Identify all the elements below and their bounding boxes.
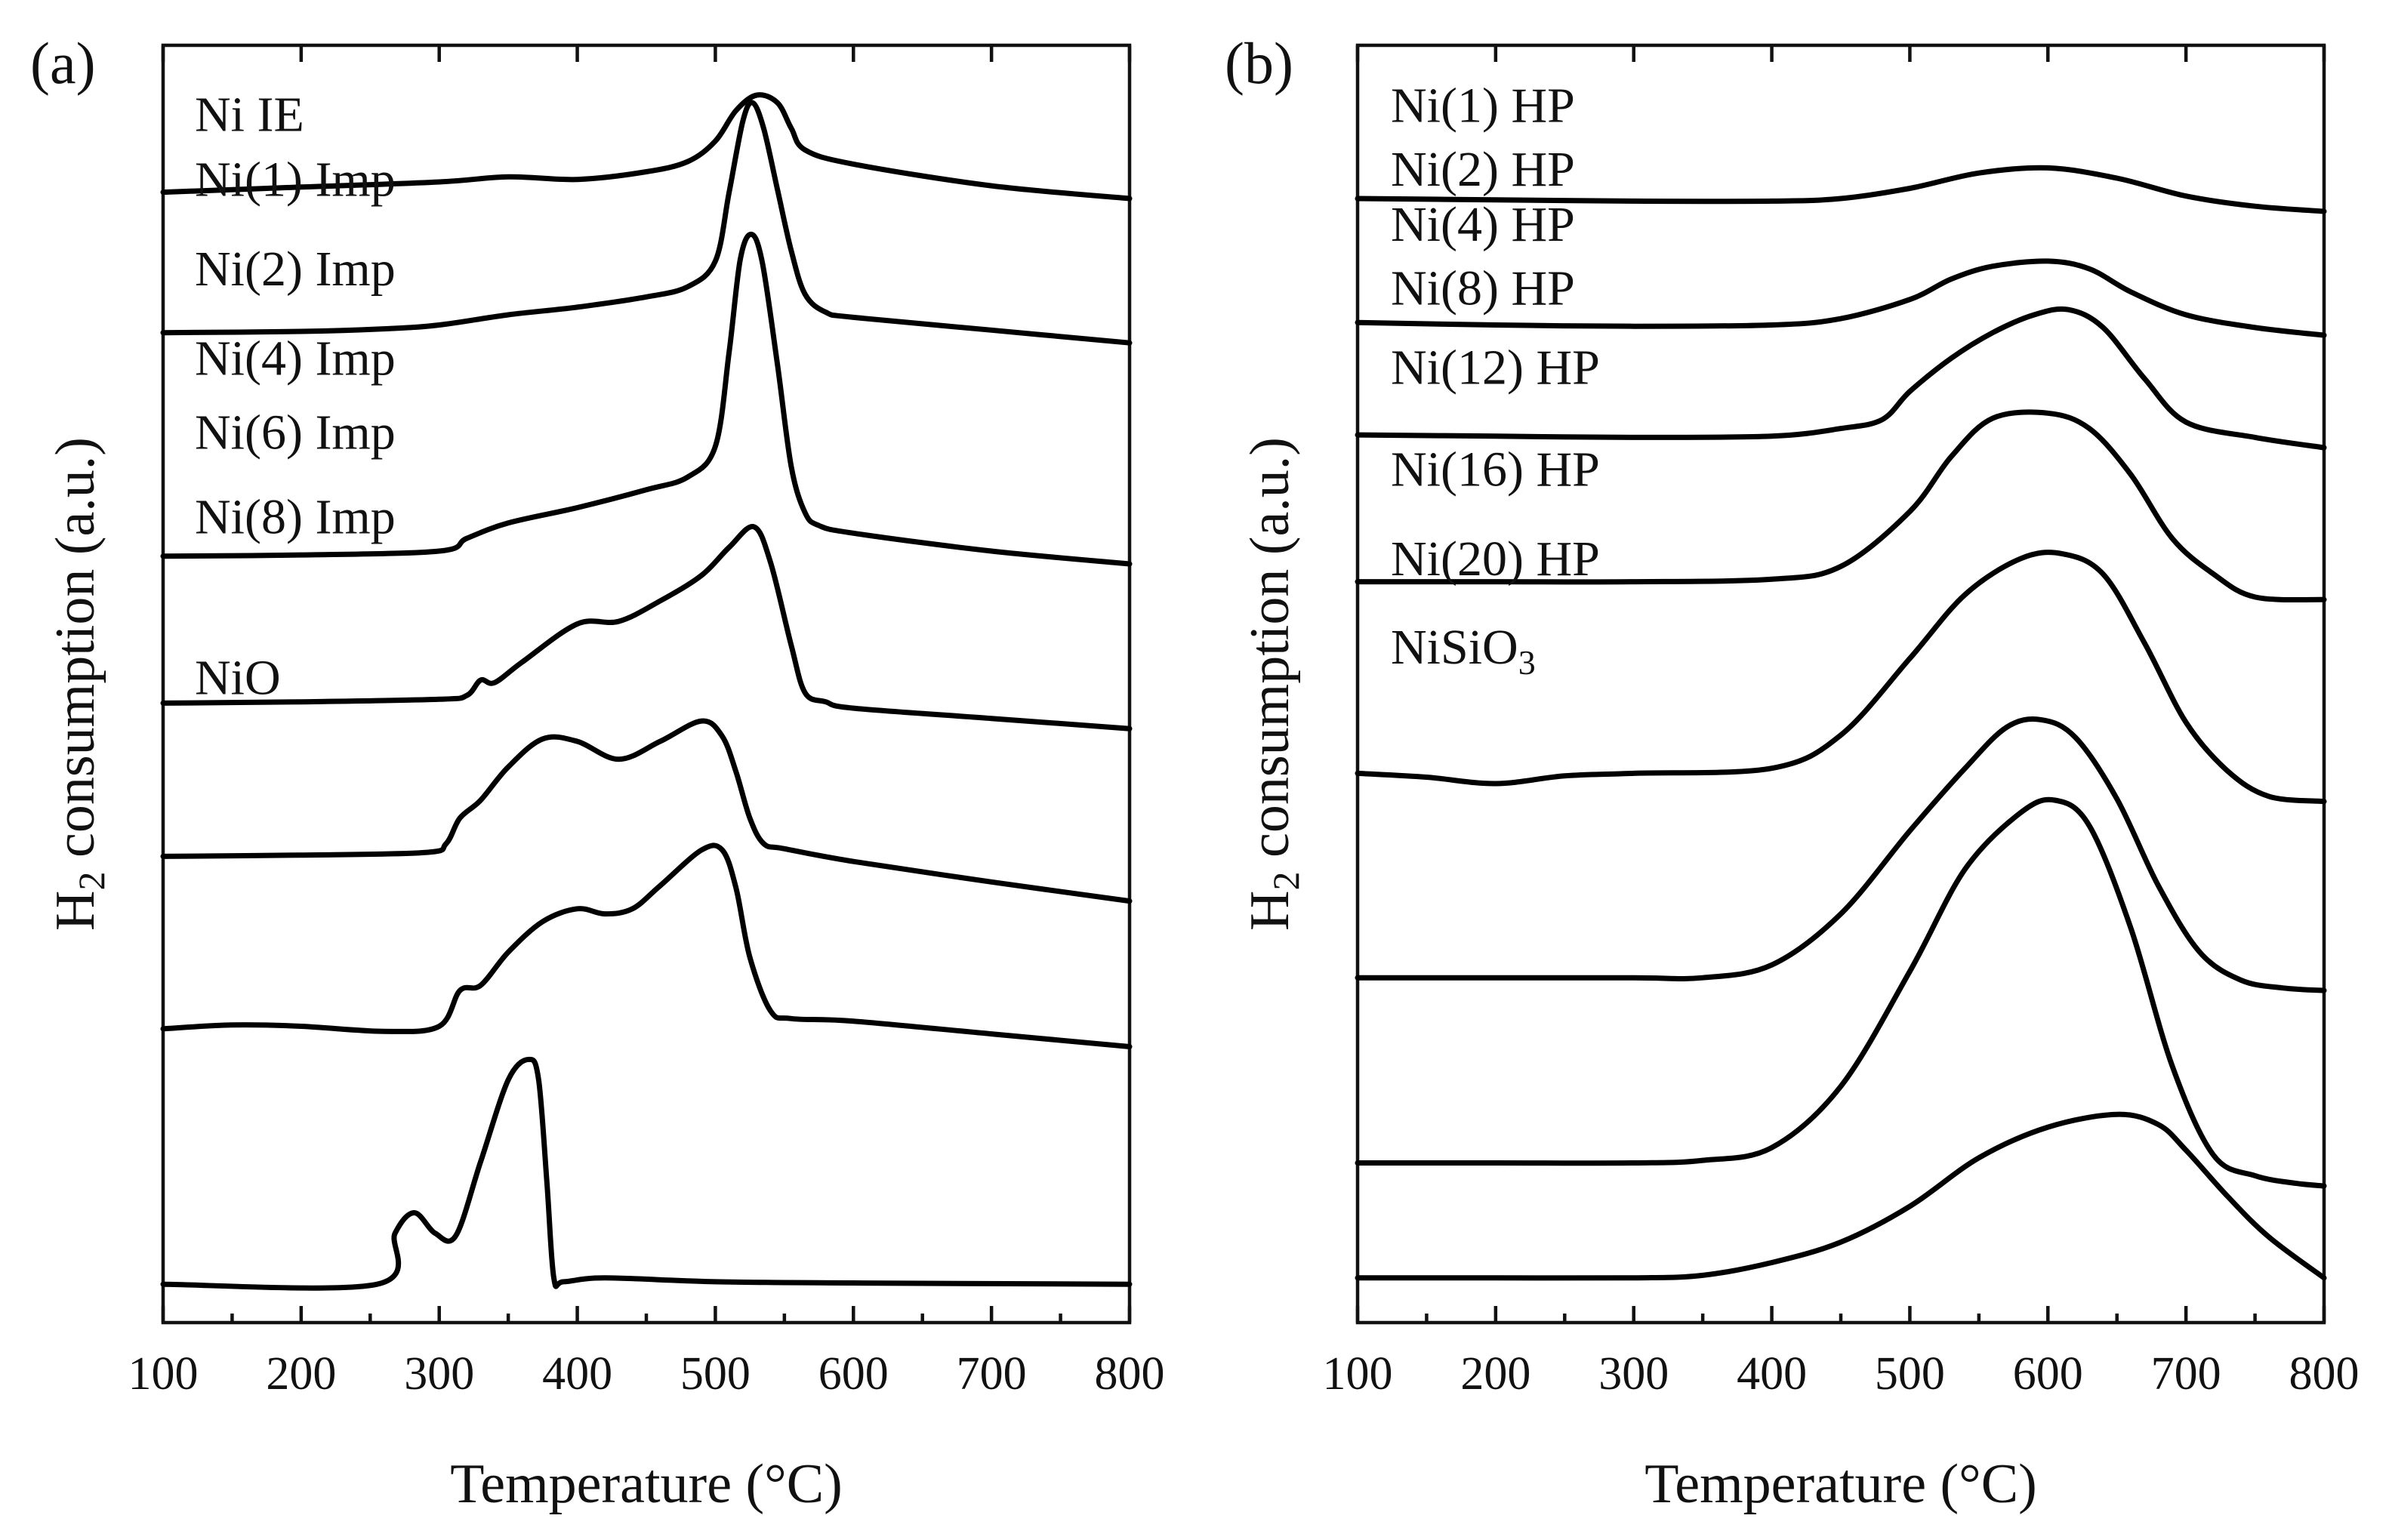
series-line-ni-16-hp <box>1355 716 2327 993</box>
x-tick-label: 200 <box>1460 1348 1530 1400</box>
series-line-nio <box>160 1056 1133 1291</box>
panel-b: (b) 100 200 300 400 500 600 700 800 Temperature (… <box>1225 30 2360 1515</box>
series-label: NiSiO3 <box>1391 620 1536 682</box>
y-axis-label-main: H <box>45 891 106 931</box>
series-label: Ni IE <box>195 87 304 142</box>
series-label: Ni(8) HP <box>1391 260 1575 316</box>
series-label: Ni(20) HP <box>1391 531 1600 587</box>
x-tick-label: 600 <box>2013 1348 2083 1400</box>
series-label-part: NiO <box>195 651 281 706</box>
x-tick-label: 300 <box>404 1348 474 1400</box>
series-line-ni-1-imp <box>160 100 1133 346</box>
series-label: Ni(1) Imp <box>195 152 396 208</box>
series-label: Ni(4) HP <box>1391 197 1575 252</box>
x-tick-label: 200 <box>266 1348 336 1400</box>
panel-label: (a) <box>30 30 96 96</box>
y-axis-label-main: H <box>1239 891 1301 931</box>
x-tick-label: 400 <box>542 1348 612 1400</box>
x-tick-label: 700 <box>957 1348 1027 1400</box>
x-tick-label: 100 <box>1323 1348 1393 1400</box>
series-label: Ni(6) Imp <box>195 405 396 460</box>
series-line-ni-20-hp <box>1355 796 2327 1189</box>
y-axis-label-rest: consumption (a.u.) <box>45 437 106 871</box>
series-label: Ni(2) HP <box>1391 142 1575 197</box>
series-line-ni-8-imp <box>160 842 1133 1049</box>
series-label-part: Ni(4) HP <box>1391 197 1575 252</box>
x-axis-label: Temperature (°C) <box>450 1453 843 1515</box>
plot-frame <box>161 43 1132 1325</box>
series-label: Ni(4) Imp <box>195 331 396 387</box>
x-tick-label: 100 <box>128 1348 199 1400</box>
series-line-ni-4-hp <box>1355 306 2327 451</box>
x-axis-label: Temperature (°C) <box>1644 1453 2037 1515</box>
series-line-ni-1-hp <box>1355 165 2327 214</box>
series-label-part: NiSiO <box>1391 620 1518 675</box>
series-line-nisio3 <box>1355 1111 2327 1281</box>
x-tick-label: 800 <box>2289 1348 2360 1400</box>
x-tick-label: 600 <box>818 1348 889 1400</box>
series-label: NiO <box>195 651 281 706</box>
series-label-part: Ni(4) Imp <box>195 331 396 387</box>
x-tick-label: 400 <box>1737 1348 1807 1400</box>
x-tick-label: 800 <box>1095 1348 1165 1400</box>
panel-a: (a) 100 200 300 400 500 600 700 800 Temperature (… <box>30 30 1165 1515</box>
series-label-part: Ni(12) HP <box>1391 340 1600 395</box>
y-axis-label: H2 consumption (a.u.) <box>45 437 113 931</box>
series-label: Ni(2) Imp <box>195 242 396 297</box>
panel-label: (b) <box>1225 30 1293 96</box>
y-axis-label-rest: consumption (a.u.) <box>1239 437 1301 871</box>
y-axis-label: H2 consumption (a.u.) <box>1239 437 1307 931</box>
x-tick-label: 500 <box>680 1348 751 1400</box>
series-label-part: Ni(8) HP <box>1391 260 1575 316</box>
series-label: Ni(8) Imp <box>195 489 396 544</box>
series-label: Ni(16) HP <box>1391 442 1600 497</box>
series-line-ni-2-hp <box>1355 258 2327 338</box>
series-label: Ni(1) HP <box>1391 79 1575 134</box>
series-label-part: Ni(8) Imp <box>195 489 396 544</box>
x-tick-label: 500 <box>1875 1348 1945 1400</box>
series-line-ni-2-imp <box>160 231 1133 567</box>
series-line-ni-8-hp <box>1355 409 2327 603</box>
y-axis-label-sub: 2 <box>1265 872 1307 891</box>
x-tick-label: 300 <box>1598 1348 1669 1400</box>
series-line-ni-4-imp <box>160 524 1133 732</box>
x-tick-label: 700 <box>2151 1348 2221 1400</box>
series-line-ni-6-imp <box>160 718 1133 904</box>
series-line-ni-ie <box>160 92 1133 202</box>
series-label-part: Ni(1) HP <box>1391 79 1575 134</box>
series-label-part: Ni(2) HP <box>1391 142 1575 197</box>
y-axis-label-sub: 2 <box>70 872 113 891</box>
series-label-part: Ni(20) HP <box>1391 531 1600 587</box>
series-label-part: Ni(6) Imp <box>195 405 396 460</box>
series-label-part: Ni(2) Imp <box>195 242 396 297</box>
series-line-ni-12-hp <box>1355 550 2327 805</box>
series-label-part: Ni(1) Imp <box>195 152 396 208</box>
series-label: Ni(12) HP <box>1391 340 1600 395</box>
series-label-sub: 3 <box>1518 643 1536 682</box>
series-label-part: Ni(16) HP <box>1391 442 1600 497</box>
series-label-part: Ni IE <box>195 87 304 142</box>
